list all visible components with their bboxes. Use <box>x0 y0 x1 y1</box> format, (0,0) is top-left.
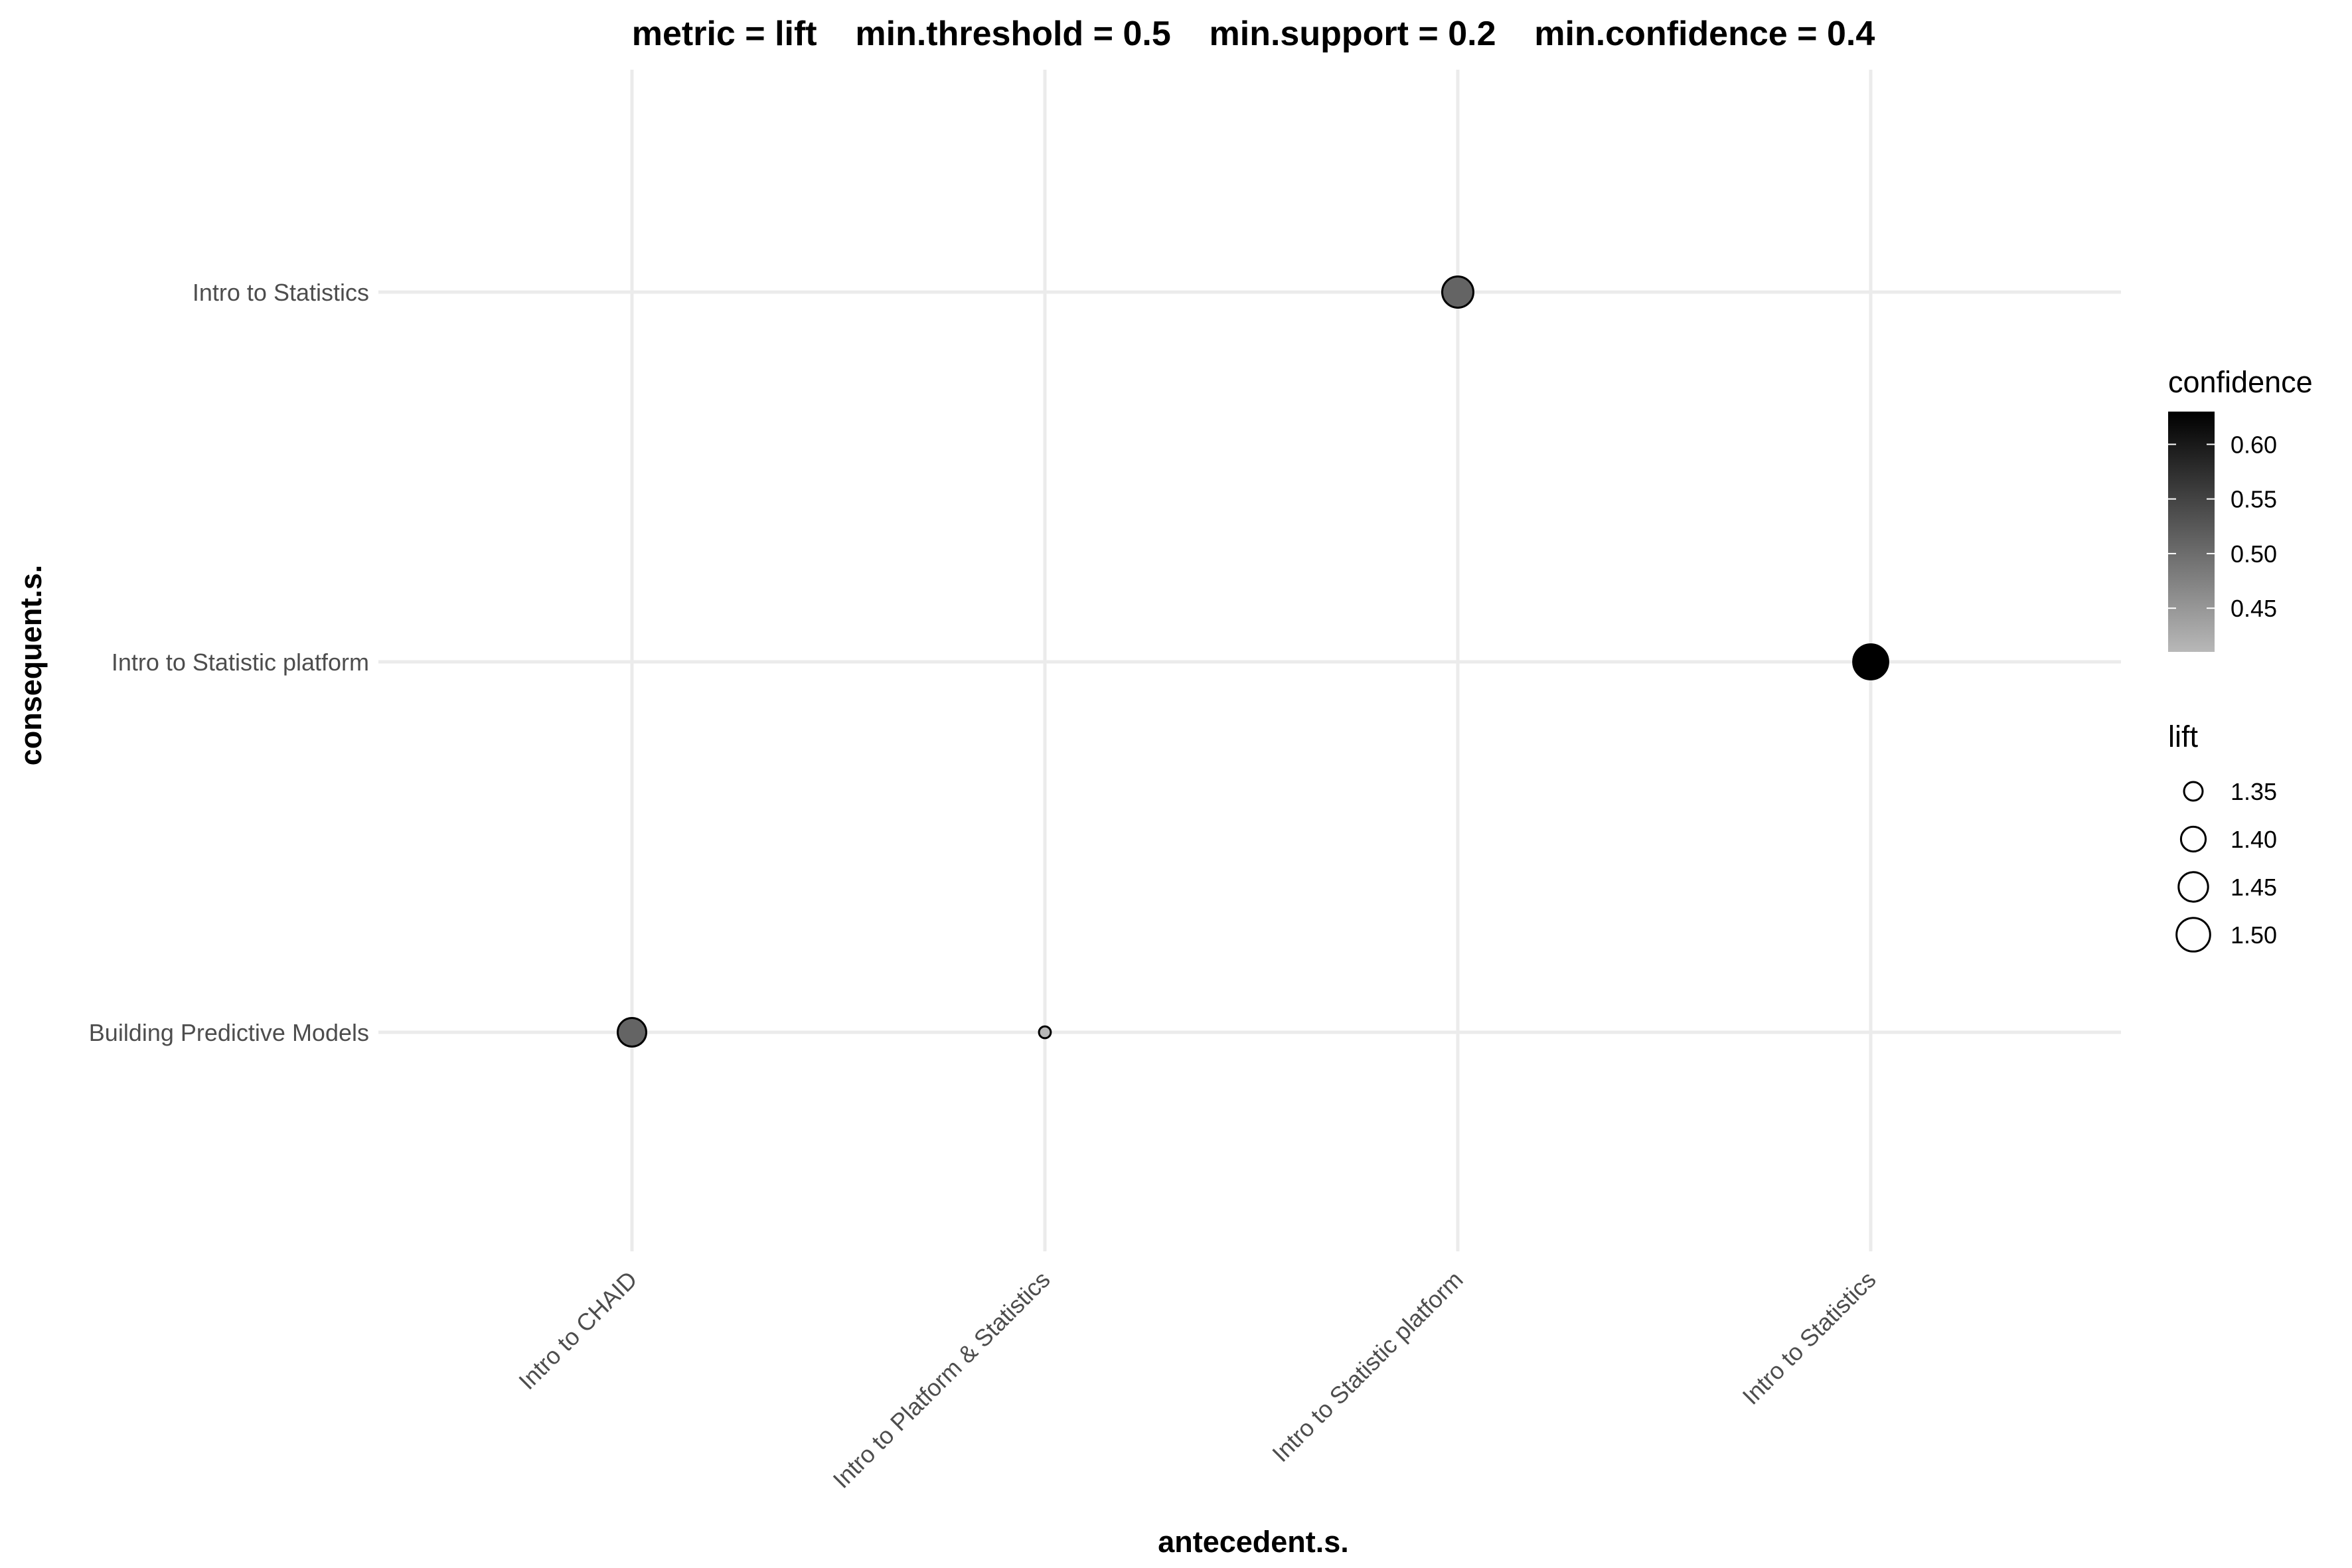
confidence-legend-label: 0.50 <box>2231 540 2277 568</box>
y-tick-label: Intro to Statistic platform <box>112 649 369 676</box>
confidence-legend-label: 0.60 <box>2231 431 2277 458</box>
confidence-legend-title: confidence <box>2168 365 2313 399</box>
data-points <box>617 275 1889 1048</box>
confidence-colorbar <box>2168 412 2215 652</box>
y-tick-labels: Building Predictive Models Intro to Stati… <box>89 279 369 1046</box>
lift-legend-key <box>2179 825 2207 853</box>
x-tick-labels: Intro to CHAID Intro to Platform & Statis… <box>513 1266 1881 1494</box>
data-point <box>1441 275 1474 309</box>
data-point <box>1852 643 1889 680</box>
gridlines <box>378 70 2121 1251</box>
lift-legend-key <box>2183 781 2204 802</box>
data-point <box>617 1017 647 1048</box>
lift-legend-key <box>2175 917 2211 953</box>
lift-legend-label: 1.35 <box>2231 778 2277 805</box>
confidence-legend: confidence 0.45 0.50 0.55 0.60 <box>2168 365 2313 652</box>
x-tick-label: Intro to Statistic platform <box>1267 1266 1468 1467</box>
lift-legend-title: lift <box>2168 720 2198 753</box>
x-tick-label: Intro to Statistics <box>1737 1266 1881 1410</box>
x-tick-label: Intro to CHAID <box>513 1266 643 1395</box>
y-tick-label: Intro to Statistics <box>193 279 369 306</box>
lift-legend-label: 1.40 <box>2231 826 2277 853</box>
lift-legend-key <box>2177 871 2209 903</box>
chart-title: metric = lift min.threshold = 0.5 min.su… <box>632 15 1875 53</box>
x-axis-title: antecedent.s. <box>1158 1525 1349 1559</box>
lift-legend: lift 1.35 1.40 1.45 1.50 <box>2168 720 2277 953</box>
lift-legend-label: 1.45 <box>2231 874 2277 901</box>
y-tick-label: Building Predictive Models <box>89 1019 369 1046</box>
lift-legend-label: 1.50 <box>2231 921 2277 949</box>
confidence-legend-label: 0.55 <box>2231 486 2277 513</box>
y-axis-title: consequent.s. <box>14 565 48 766</box>
confidence-legend-label: 0.45 <box>2231 595 2277 622</box>
x-tick-label: Intro to Platform & Statistics <box>828 1266 1056 1494</box>
data-point <box>1038 1025 1052 1040</box>
